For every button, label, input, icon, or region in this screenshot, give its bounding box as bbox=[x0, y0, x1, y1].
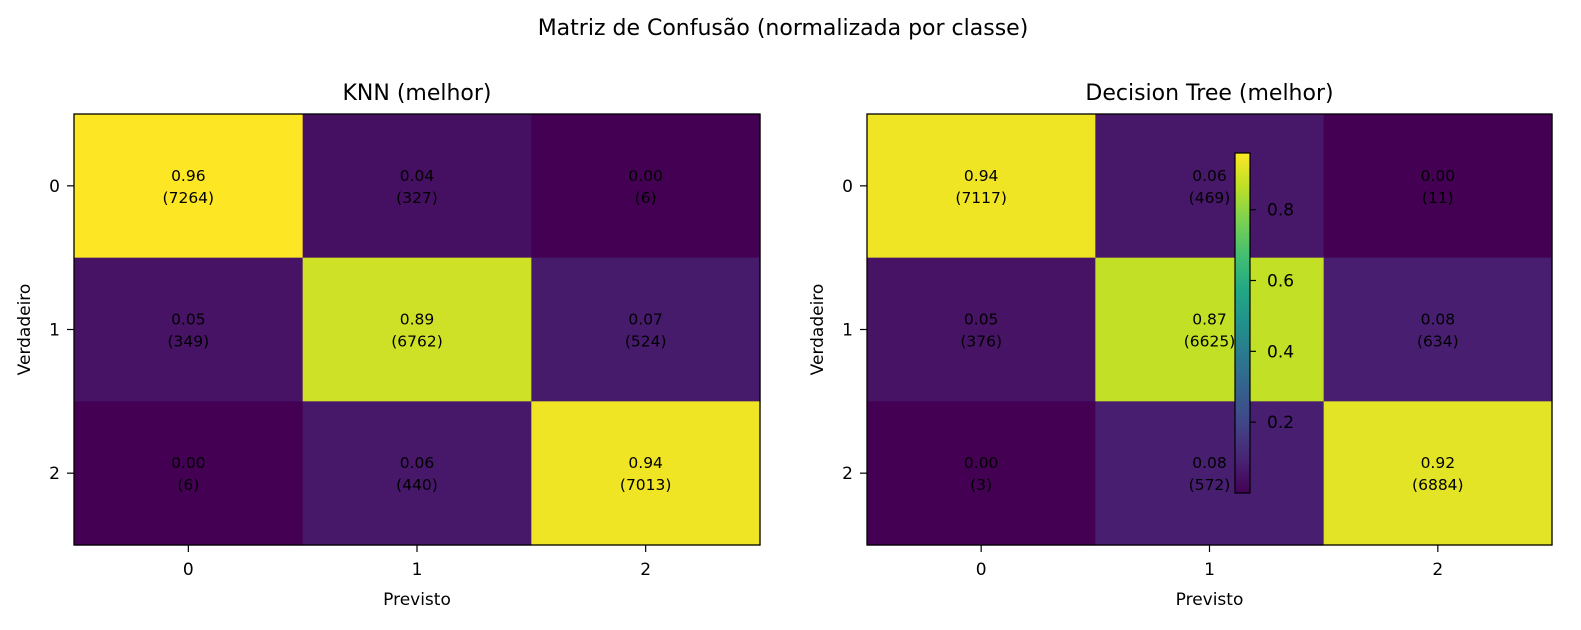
panel-title: KNN (melhor) bbox=[342, 81, 491, 106]
colorbar-tick-label: 0.4 bbox=[1267, 342, 1294, 362]
cell-value-label: 0.08 bbox=[1421, 311, 1456, 329]
x-axis-label: Previsto bbox=[1176, 590, 1244, 610]
y-tick-label: 1 bbox=[842, 321, 853, 341]
heatmap-cell-knn-r2-c1 bbox=[302, 401, 532, 546]
cell-value-label: 0.96 bbox=[171, 167, 206, 185]
x-tick-label: 2 bbox=[640, 560, 651, 580]
cell-count-label: (524) bbox=[625, 333, 667, 351]
colorbar-tick-label: 0.6 bbox=[1267, 272, 1294, 292]
cell-value-label: 0.87 bbox=[1192, 311, 1227, 329]
cell-value-label: 0.00 bbox=[964, 454, 999, 472]
cell-count-label: (349) bbox=[167, 333, 209, 351]
cell-count-label: (440) bbox=[396, 476, 438, 494]
heatmap-cell-knn-r0-c0 bbox=[74, 114, 304, 259]
heatmap-cell-knn-r1-c1 bbox=[302, 257, 532, 402]
cell-value-label: 0.94 bbox=[628, 454, 663, 472]
heatmap-cell-knn-r2-c0 bbox=[74, 401, 304, 546]
x-axis-label: Previsto bbox=[383, 590, 451, 610]
heatmap-cell-knn-r0-c1 bbox=[302, 114, 532, 259]
y-axis-label: Verdadeiro bbox=[808, 284, 828, 376]
cell-count-label: (7117) bbox=[955, 189, 1007, 207]
cell-value-label: 0.00 bbox=[628, 167, 663, 185]
colorbar-tick-label: 0.2 bbox=[1267, 413, 1294, 433]
colorbar-frame bbox=[1234, 152, 1251, 494]
colorbar-gradient bbox=[1235, 153, 1250, 493]
cell-count-label: (6) bbox=[177, 476, 199, 494]
heatmap-cell-decision-tree-r0-c1 bbox=[1095, 114, 1325, 259]
x-tick-label: 1 bbox=[412, 560, 423, 580]
cell-value-label: 0.05 bbox=[964, 311, 999, 329]
cell-count-label: (3) bbox=[970, 476, 992, 494]
y-axis-label: Verdadeiro bbox=[15, 284, 35, 376]
cell-value-label: 0.00 bbox=[171, 454, 206, 472]
figure-suptitle: Matriz de Confusão (normalizada por clas… bbox=[538, 16, 1029, 41]
x-tick-label: 0 bbox=[976, 560, 987, 580]
cell-count-label: (7013) bbox=[620, 476, 672, 494]
x-tick-label: 2 bbox=[1432, 560, 1443, 580]
cell-count-label: (572) bbox=[1189, 476, 1231, 494]
heatmap-cell-knn-r0-c2 bbox=[531, 114, 761, 259]
y-tick-label: 2 bbox=[842, 464, 853, 484]
heatmap-cell-decision-tree-r2-c0 bbox=[867, 401, 1096, 546]
cell-value-label: 0.94 bbox=[964, 167, 999, 185]
panel-title: Decision Tree (melhor) bbox=[1085, 81, 1333, 106]
cell-value-label: 0.07 bbox=[628, 311, 663, 329]
heatmap-cell-decision-tree-r1-c0 bbox=[867, 257, 1096, 402]
cell-count-label: (6762) bbox=[391, 333, 443, 351]
cell-count-label: (469) bbox=[1189, 189, 1231, 207]
x-tick-label: 0 bbox=[183, 560, 194, 580]
y-tick-label: 2 bbox=[49, 464, 60, 484]
y-tick-label: 0 bbox=[842, 177, 853, 197]
heatmap-cell-knn-r1-c2 bbox=[531, 257, 761, 402]
cell-count-label: (6884) bbox=[1412, 476, 1464, 494]
heatmap-cell-decision-tree-r1-c1 bbox=[1095, 257, 1325, 402]
cell-value-label: 0.00 bbox=[1421, 167, 1456, 185]
heatmap-cell-knn-r1-c0 bbox=[74, 257, 304, 402]
cell-value-label: 0.89 bbox=[400, 311, 435, 329]
heatmap-cell-decision-tree-r2-c1 bbox=[1095, 401, 1325, 546]
cell-count-label: (634) bbox=[1417, 333, 1459, 351]
cell-count-label: (6) bbox=[635, 189, 657, 207]
heatmap-cell-decision-tree-r0-c2 bbox=[1323, 114, 1553, 259]
cell-value-label: 0.92 bbox=[1421, 454, 1456, 472]
cell-count-label: (376) bbox=[960, 333, 1002, 351]
heatmap-panel-knn: 0.96 (7264) 0.04 (327) 0.00 (6) 0.05 (349) 0.89 (… bbox=[15, 81, 761, 610]
cell-value-label: 0.06 bbox=[1192, 167, 1227, 185]
heatmap-cell-decision-tree-r2-c2 bbox=[1323, 401, 1553, 546]
cell-count-label: (7264) bbox=[163, 189, 215, 207]
cell-value-label: 0.05 bbox=[171, 311, 206, 329]
cell-count-label: (6625) bbox=[1184, 333, 1236, 351]
x-tick-label: 1 bbox=[1204, 560, 1215, 580]
heatmap-cell-decision-tree-r0-c0 bbox=[867, 114, 1096, 259]
heatmap-cell-decision-tree-r1-c2 bbox=[1323, 257, 1553, 402]
cell-count-label: (327) bbox=[396, 189, 438, 207]
cell-value-label: 0.04 bbox=[400, 167, 435, 185]
y-tick-label: 1 bbox=[49, 321, 60, 341]
y-tick-label: 0 bbox=[49, 177, 60, 197]
heatmap-panel-decision-tree: 0.94 (7117) 0.06 (469) 0.00 (11) 0.05 (376) 0.87… bbox=[808, 81, 1553, 610]
colorbar-tick-label: 0.8 bbox=[1267, 201, 1294, 221]
heatmap-cell-knn-r2-c2 bbox=[531, 401, 761, 546]
colorbar: 0.2 0.4 0.6 0.8 bbox=[1234, 152, 1294, 494]
cell-count-label: (11) bbox=[1422, 189, 1454, 207]
cell-value-label: 0.08 bbox=[1192, 454, 1227, 472]
cell-value-label: 0.06 bbox=[400, 454, 435, 472]
